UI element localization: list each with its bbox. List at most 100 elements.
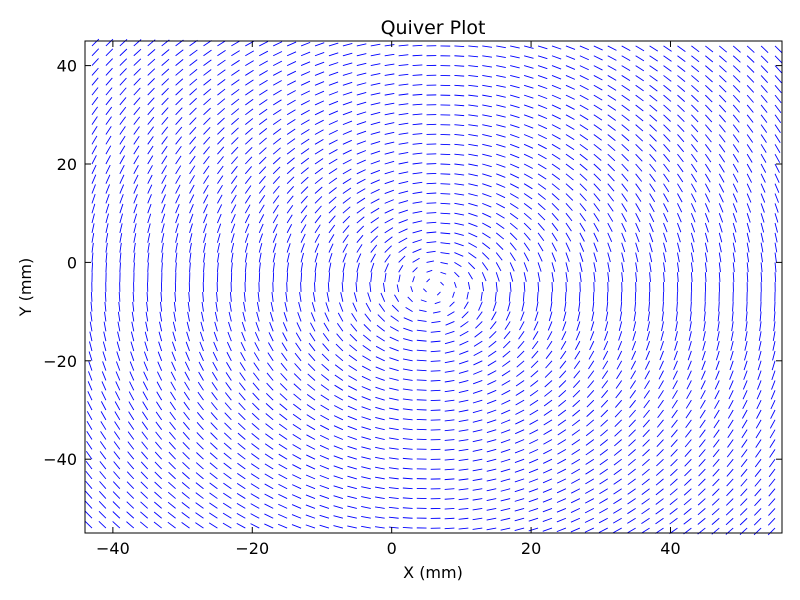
vector-arrow — [217, 79, 226, 86]
vector-arrow — [215, 301, 218, 312]
vector-arrow — [398, 161, 409, 165]
vector-arrow — [683, 488, 692, 496]
vector-arrow — [607, 153, 616, 162]
vector-arrow — [87, 381, 93, 391]
vector-arrow — [370, 111, 381, 116]
vector-arrow — [133, 48, 142, 57]
vector-arrow — [774, 55, 783, 64]
vector-arrow — [321, 374, 330, 381]
vector-arrow — [730, 341, 734, 351]
vector-arrow — [510, 65, 520, 69]
vector-arrow — [85, 480, 93, 490]
vector-arrow — [760, 45, 769, 53]
vector-arrow — [579, 114, 589, 121]
vector-arrow — [131, 311, 135, 322]
vector-arrow — [496, 163, 506, 168]
vector-arrow — [228, 311, 232, 322]
vector-arrow — [614, 439, 622, 447]
vector-arrow — [663, 65, 672, 72]
vector-arrow — [434, 301, 441, 305]
y-tick-label: 40 — [57, 57, 77, 76]
vector-arrow — [133, 135, 140, 145]
vector-arrow — [175, 107, 183, 116]
vector-arrow — [556, 517, 567, 523]
vector-arrow — [712, 458, 720, 467]
vector-arrow — [98, 521, 107, 529]
vector-arrow — [741, 419, 748, 429]
vector-arrow — [579, 193, 587, 202]
vector-arrow — [175, 126, 183, 135]
vector-arrow — [105, 77, 113, 86]
vector-arrow — [412, 210, 423, 214]
vector-arrow — [141, 451, 149, 460]
vector-arrow — [314, 81, 325, 86]
vector-arrow — [105, 155, 111, 165]
vector-arrow — [699, 429, 706, 438]
vector-arrow — [528, 468, 539, 474]
vector-arrow — [245, 69, 254, 76]
vector-arrow — [544, 380, 553, 388]
vector-arrow — [328, 205, 337, 214]
vector-arrow — [468, 134, 479, 137]
vector-arrow — [126, 491, 135, 499]
vector-arrow — [384, 131, 395, 135]
vector-arrow — [458, 360, 469, 365]
vector-arrow — [705, 65, 713, 73]
vector-arrow — [333, 505, 344, 509]
vector-arrow — [86, 421, 93, 430]
vector-arrow — [335, 354, 344, 362]
vector-arrow — [496, 134, 506, 138]
vector-arrow — [659, 340, 664, 351]
vector-arrow — [754, 478, 762, 487]
vector-arrow — [774, 124, 781, 133]
vector-arrow — [154, 471, 162, 480]
vector-arrow — [370, 169, 381, 175]
vector-arrow — [259, 89, 268, 96]
vector-arrow — [565, 193, 574, 201]
vector-arrow — [729, 350, 734, 361]
vector-arrow — [286, 61, 297, 67]
vector-arrow — [705, 94, 713, 103]
vector-arrow — [356, 253, 362, 263]
vector-arrow — [515, 429, 525, 435]
vector-arrow — [384, 83, 395, 86]
vector-arrow — [691, 134, 699, 143]
vector-arrow — [500, 478, 511, 482]
vector-arrow — [440, 193, 451, 195]
vector-arrow — [537, 173, 547, 180]
vector-arrow — [272, 176, 281, 184]
vector-arrow — [240, 352, 246, 362]
vector-arrow — [746, 193, 752, 203]
vector-arrow — [641, 488, 650, 495]
vector-arrow — [613, 517, 622, 524]
vector-arrow — [375, 386, 385, 391]
vector-arrow — [677, 203, 683, 213]
vector-arrow — [217, 204, 223, 214]
vector-arrow — [203, 213, 208, 224]
vector-arrow — [147, 155, 154, 165]
vector-arrow — [226, 341, 232, 352]
vector-arrow — [133, 145, 140, 155]
vector-arrow — [543, 429, 553, 435]
vector-arrow — [161, 262, 163, 273]
vector-arrow — [133, 155, 140, 165]
vector-arrow — [718, 153, 726, 163]
vector-arrow — [202, 291, 204, 302]
vector-arrow — [773, 311, 776, 322]
vector-arrow — [701, 370, 706, 380]
vector-arrow — [267, 352, 274, 362]
vector-arrow — [314, 158, 324, 165]
vector-arrow — [556, 478, 567, 484]
vector-arrow — [629, 380, 637, 389]
vector-arrow — [300, 119, 310, 126]
vector-arrow — [203, 146, 211, 155]
vector-arrow — [210, 402, 218, 411]
vector-arrow — [300, 157, 310, 165]
vector-arrow — [155, 431, 163, 440]
vector-arrow — [426, 231, 437, 234]
vector-arrow — [245, 118, 254, 125]
vector-arrow — [133, 39, 142, 47]
vector-arrow — [184, 361, 190, 371]
vector-arrow — [472, 409, 483, 414]
vector-arrow — [412, 54, 423, 57]
